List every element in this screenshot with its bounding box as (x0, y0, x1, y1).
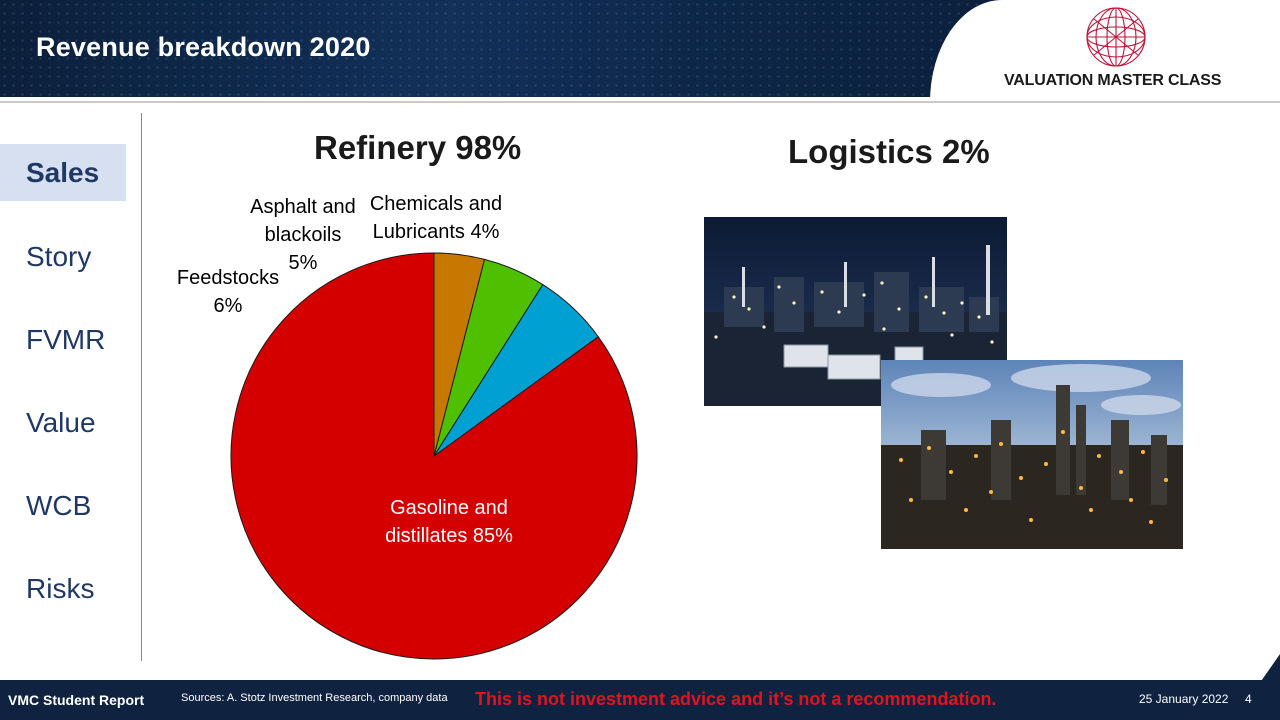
refinery-dusk-photo (881, 360, 1183, 549)
pie-label-asphalt: Asphalt and blackoils 5% (238, 193, 368, 277)
footer-date: 25 January 2022 (1139, 692, 1229, 706)
pie-label-gasoline: Gasoline and distillates 85% (364, 494, 534, 550)
footer-corner (1234, 654, 1280, 720)
footer-sources: Sources: A. Stotz Investment Research, c… (181, 692, 448, 704)
pie-label-chemicals: Chemicals and Lubricants 4% (364, 190, 508, 246)
pie-label-line: Gasoline and (390, 497, 508, 519)
nav-item-value[interactable]: Value (26, 407, 96, 438)
logistics-title: Logistics 2% (788, 133, 990, 170)
footer-report-label: VMC Student Report (8, 692, 145, 708)
pie-slice-chemicals (433, 252, 486, 457)
logo-text: VALUATION MASTER CLASS (1004, 72, 1222, 89)
refinery-title: Refinery 98% (314, 129, 522, 166)
header-divider (0, 101, 1280, 103)
footer-disclaimer: This is not investment advice and it’s n… (475, 689, 997, 709)
globe-icon (1086, 7, 1146, 67)
footer-page-number: 4 (1245, 692, 1252, 706)
pie-label-line: Lubricants 4% (372, 221, 500, 243)
nav-item-fvmr[interactable]: FVMR (26, 324, 106, 355)
pie-label-line: blackoils (264, 224, 342, 246)
pie-label-line: Chemicals and (369, 193, 503, 215)
nav-item-wcb[interactable]: WCB (26, 490, 92, 521)
footer-bar (0, 654, 1280, 720)
pie-label-line: 5% (288, 252, 318, 274)
nav-item-sales[interactable]: Sales (0, 144, 126, 201)
pie-label-line: 6% (213, 295, 243, 317)
refinery-pie-chart (230, 252, 638, 660)
page-title: Revenue breakdown 2020 (36, 32, 371, 62)
pie-label-line: distillates 85% (385, 525, 513, 547)
pie-label-line: Feedstocks (176, 267, 280, 289)
nav-item-risks[interactable]: Risks (26, 573, 95, 604)
logo-panel (930, 0, 1280, 102)
pie-label-feedstocks: Feedstocks 6% (168, 264, 288, 320)
nav-item-story[interactable]: Story (26, 241, 92, 272)
pie-label-line: Asphalt and (250, 196, 356, 218)
nav-divider (141, 113, 142, 661)
